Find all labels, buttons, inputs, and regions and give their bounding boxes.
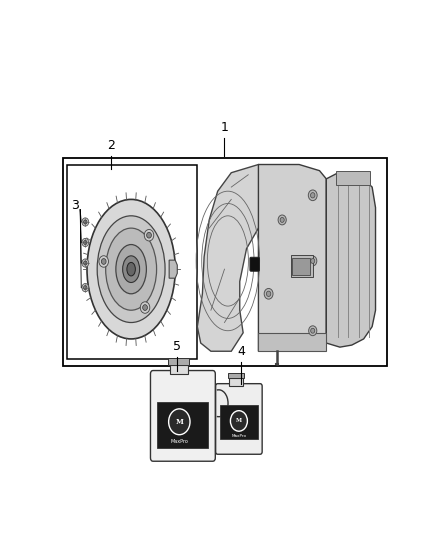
Bar xyxy=(291,255,313,277)
Text: 3: 3 xyxy=(71,199,79,212)
FancyBboxPatch shape xyxy=(151,370,215,461)
Circle shape xyxy=(82,259,88,267)
Bar xyxy=(67,165,197,359)
Polygon shape xyxy=(197,165,277,351)
FancyBboxPatch shape xyxy=(250,257,259,271)
Circle shape xyxy=(309,326,317,336)
Circle shape xyxy=(169,409,190,435)
Bar xyxy=(228,373,244,378)
Text: 5: 5 xyxy=(173,340,181,353)
Circle shape xyxy=(311,328,315,333)
Circle shape xyxy=(280,217,284,222)
Circle shape xyxy=(143,305,148,310)
Circle shape xyxy=(140,302,150,313)
Circle shape xyxy=(84,220,87,224)
Circle shape xyxy=(82,238,88,247)
Ellipse shape xyxy=(123,256,140,282)
Circle shape xyxy=(82,284,88,292)
Ellipse shape xyxy=(127,262,135,276)
Ellipse shape xyxy=(116,245,146,294)
Polygon shape xyxy=(169,260,177,278)
Circle shape xyxy=(264,288,273,299)
Circle shape xyxy=(84,261,87,265)
Bar xyxy=(63,158,387,366)
Text: MaxPro: MaxPro xyxy=(170,440,188,445)
Text: MaxPro: MaxPro xyxy=(231,434,247,438)
FancyBboxPatch shape xyxy=(215,384,262,454)
Circle shape xyxy=(84,286,87,290)
Bar xyxy=(229,378,243,386)
Text: M: M xyxy=(175,418,183,426)
Circle shape xyxy=(144,230,154,241)
Text: 2: 2 xyxy=(107,139,115,152)
Circle shape xyxy=(266,291,271,296)
Bar xyxy=(220,405,258,439)
Polygon shape xyxy=(258,333,326,351)
Circle shape xyxy=(230,410,247,431)
Polygon shape xyxy=(258,165,326,351)
Polygon shape xyxy=(326,173,375,347)
Circle shape xyxy=(311,192,315,198)
Bar xyxy=(293,257,310,276)
Circle shape xyxy=(309,256,317,266)
Ellipse shape xyxy=(97,216,165,322)
Bar xyxy=(170,365,187,374)
Circle shape xyxy=(147,232,152,238)
Circle shape xyxy=(311,259,315,263)
Bar xyxy=(168,358,189,365)
Circle shape xyxy=(101,259,106,264)
Ellipse shape xyxy=(87,199,175,339)
Circle shape xyxy=(99,256,109,267)
Circle shape xyxy=(84,240,87,245)
Circle shape xyxy=(82,218,88,226)
Circle shape xyxy=(308,190,317,200)
Bar xyxy=(336,172,371,185)
Text: 1: 1 xyxy=(221,121,228,134)
Circle shape xyxy=(278,215,286,225)
Text: M: M xyxy=(236,418,242,423)
Text: 4: 4 xyxy=(237,345,245,358)
Bar xyxy=(157,401,208,448)
Ellipse shape xyxy=(106,228,157,310)
